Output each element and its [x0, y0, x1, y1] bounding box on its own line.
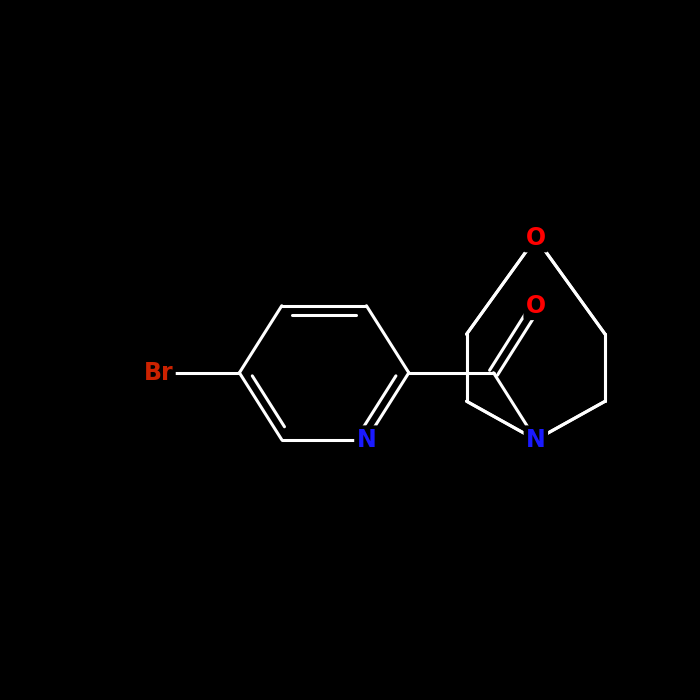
Text: O: O: [526, 226, 546, 250]
Text: N: N: [526, 428, 546, 452]
Text: O: O: [526, 294, 546, 318]
Text: Br: Br: [144, 360, 174, 385]
Text: N: N: [356, 428, 377, 452]
